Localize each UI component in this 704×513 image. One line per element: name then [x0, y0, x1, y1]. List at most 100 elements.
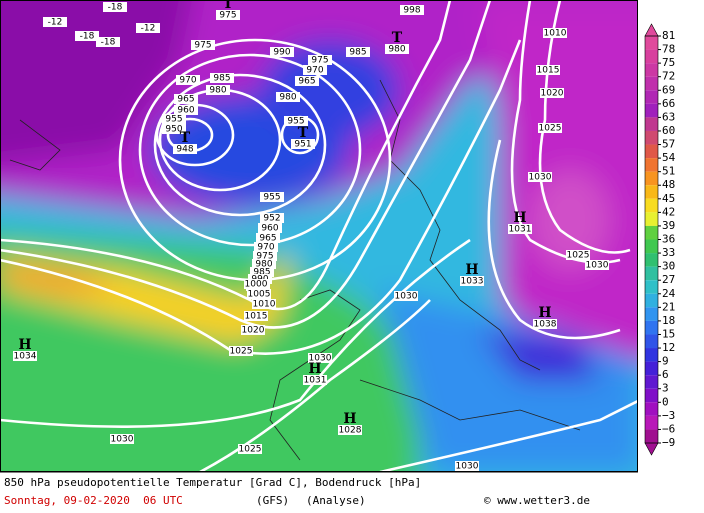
pressure-center-symbol: T: [223, 0, 234, 12]
isobar-label: 1025: [230, 347, 253, 357]
isobar-label: 970: [306, 66, 323, 76]
isobar-label: -18: [101, 38, 116, 48]
colorbar-band: [645, 402, 658, 416]
isobar-label-bg: [136, 23, 160, 33]
pressure-center-symbol: T: [298, 125, 309, 141]
isobar-label-bg: [260, 213, 284, 223]
isobar-label: 952: [263, 214, 280, 224]
pressure-center-value: 975: [219, 11, 236, 21]
pressure-center-symbol: T: [180, 130, 191, 146]
isobar-label-bg: [229, 346, 253, 356]
colorbar-tick-label: 57: [662, 138, 675, 151]
isobar-label: 1025: [539, 124, 562, 134]
isobar-label-bg: [455, 461, 479, 471]
isobar-label-bg: [110, 434, 134, 444]
isobar-label: 970: [179, 76, 196, 86]
pressure-center-symbol: T: [392, 30, 403, 46]
isobar-label-bg: [254, 242, 278, 252]
colorbar-band: [645, 158, 658, 172]
colorbar-band: [645, 130, 658, 145]
colorbar-tick-label: 3: [662, 382, 669, 395]
colorbar-tick-label: 75: [662, 56, 675, 69]
isobar-label-bg: [252, 259, 276, 269]
isobar-label: 980: [209, 86, 226, 96]
isobar-label-bg: [75, 31, 99, 41]
colorbar-tick-label: −9: [662, 436, 675, 449]
isobar-label-bg: [244, 311, 268, 321]
isobar-label: 985: [349, 48, 366, 58]
isobar-label-bg: [303, 65, 327, 75]
isobar-label: 1015: [537, 66, 560, 76]
pressure-center-bg: [173, 144, 197, 154]
pressure-center-value: 948: [176, 145, 193, 155]
colorbar-band: [645, 429, 658, 443]
colorbar-band: [645, 76, 658, 91]
isobar-label-bg: [346, 47, 370, 57]
colorbar-top-arrow: [644, 23, 659, 37]
pressure-center-bg: [216, 10, 240, 20]
isobar-label-bg: [543, 28, 567, 38]
isobar-label-bg: [256, 233, 280, 243]
isobar-label-bg: [162, 114, 186, 124]
colorbar-tick-label: −3: [662, 409, 675, 422]
isobar-label: 980: [255, 260, 272, 270]
colorbar-tick-label: 21: [662, 300, 675, 313]
colorbar-band: [645, 307, 658, 321]
colorbar-band: [645, 144, 658, 159]
isobar-label-bg: [308, 353, 332, 363]
colorbar-tick-label: 45: [662, 192, 675, 205]
isobar-label-bg: [238, 444, 262, 454]
map-area: 9759981010101510201025103010251030975990…: [0, 0, 638, 472]
colorbar-tick-label: 48: [662, 178, 675, 191]
colorbar-band: [645, 348, 658, 362]
isobar-label-bg: [43, 17, 67, 27]
colorbar: 8178757269666360575451484542393633302724…: [644, 23, 676, 456]
colorbar-band: [645, 198, 658, 213]
pressure-center-symbol: H: [18, 337, 31, 353]
pressure-center-symbol: H: [538, 305, 551, 321]
pressure-center-symbol: H: [513, 210, 526, 226]
map-labels: 9759981010101510201025103010251030975990…: [13, 0, 609, 472]
isobar-label-bg: [528, 172, 552, 182]
isobar-label-bg: [103, 2, 127, 12]
pressure-center-value: 1033: [461, 277, 484, 287]
pressure-center-value: 980: [388, 45, 405, 55]
isobar-label-bg: [191, 40, 215, 50]
isobar-label: 965: [298, 77, 315, 87]
isobar-label: 1000: [245, 280, 268, 290]
colorbar-tick-label: 27: [662, 273, 675, 286]
isobar-label: 1020: [242, 326, 265, 336]
isobar-label: 1020: [541, 89, 564, 99]
isobar-label-bg: [284, 116, 308, 126]
isobar-label-bg: [96, 37, 120, 47]
footer-title: 850 hPa pseudopotentielle Temperatur [Gr…: [4, 476, 421, 489]
footer-model: (GFS): [256, 494, 289, 507]
colorbar-band: [645, 171, 658, 186]
isobar-label: 955: [263, 193, 280, 203]
colorbar-tick-label: 72: [662, 70, 675, 83]
isobar-label-bg: [536, 65, 560, 75]
pressure-center-value: 1031: [509, 225, 532, 235]
colorbar-tick-label: 12: [662, 341, 675, 354]
colorbar-band: [645, 63, 658, 77]
isobar-label-bg: [174, 105, 198, 115]
colorbar-tick-label: 33: [662, 246, 675, 259]
isobar-label: 1030: [111, 435, 134, 445]
isobar-label-bg: [258, 223, 282, 233]
isobar-label: 950: [165, 125, 182, 135]
colorbar-band: [645, 239, 658, 254]
isobar-label: 965: [259, 234, 276, 244]
isobar-label-bg: [585, 260, 609, 270]
isobar-label-bg: [270, 47, 294, 57]
isobar-label: 970: [257, 243, 274, 253]
isobar-label-bg: [253, 251, 277, 261]
colorbar-band: [645, 225, 658, 240]
isobar-label: 955: [165, 115, 182, 125]
colorbar-band: [645, 375, 658, 389]
isobar-label: -12: [48, 18, 63, 28]
isobar-label: 1030: [456, 462, 479, 472]
isobar-label: -18: [108, 3, 123, 13]
colorbar-band: [645, 388, 658, 403]
isobar-label-bg: [308, 55, 332, 65]
